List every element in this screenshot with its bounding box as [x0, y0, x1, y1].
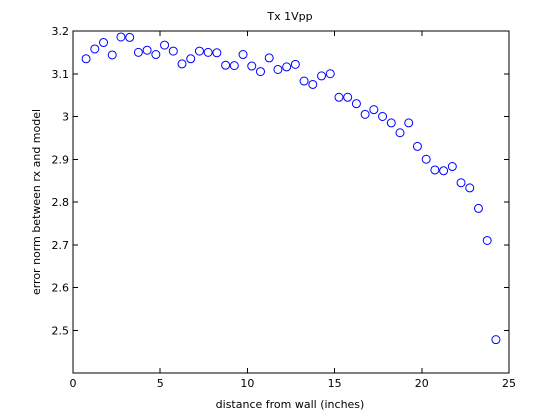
- x-tick-label: 10: [240, 377, 254, 390]
- y-tick-label: 2.8: [52, 196, 70, 209]
- x-tick-label: 5: [157, 377, 164, 390]
- y-tick-label: 2.6: [52, 282, 70, 295]
- y-tick-label: 2.5: [52, 324, 70, 337]
- y-axis-label: error norm between rx and model: [30, 109, 43, 295]
- y-tick-label: 2.7: [52, 239, 70, 252]
- x-tick-label: 15: [328, 377, 342, 390]
- chart-title: Tx 1Vpp: [266, 10, 312, 23]
- y-tick-label: 3.2: [52, 25, 70, 38]
- y-tick-label: 3.1: [52, 68, 70, 81]
- plot-area: [73, 31, 509, 373]
- x-tick-label: 20: [415, 377, 429, 390]
- x-tick-label: 0: [70, 377, 77, 390]
- x-tick-label: 25: [502, 377, 516, 390]
- y-tick-label: 2.9: [52, 153, 70, 166]
- y-tick-label: 3: [62, 111, 69, 124]
- x-axis-label: distance from wall (inches): [216, 398, 365, 411]
